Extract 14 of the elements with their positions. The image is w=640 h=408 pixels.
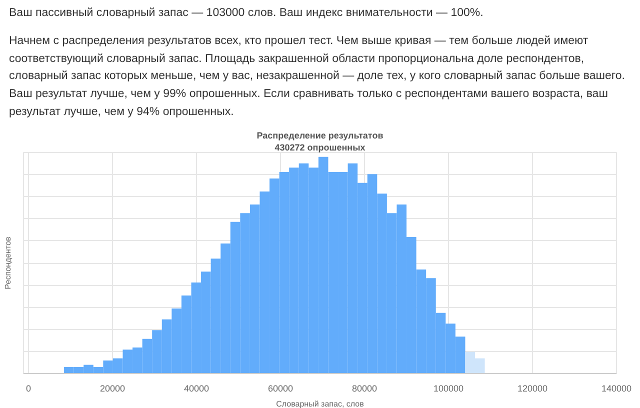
x-tick-label: 40000 — [184, 384, 210, 394]
x-tick-label: 80000 — [352, 384, 378, 394]
text: Ваш пассивный словарный запас — 103000 слов. Ваш индекс внимательности — 100%. — [9, 6, 484, 21]
y-axis-title: Респондентов — [4, 236, 12, 290]
x-tick-label: 100000 — [433, 384, 464, 394]
text: Начнем с распределения результатов всех, кто прошел тест. Чем выше кривая — тем больше людей имеют соответствующий словарный запас. Площадь закрашенной области пропорциональна доле респондентов, словарный запас которых меньше, чем у вас, незакрашенной — доле тех, у кого словарный запас больше вашего. Ваш результат лучше, чем у 99% опрошенных. Если сравнивать только с респондентами вашего возраста, ваш результат лучше, чем у 94% опрошенных. — [9, 34, 625, 120]
x-tick-label: 60000 — [268, 384, 294, 394]
chart-title: Распределение результатов — [256, 130, 384, 140]
x-tick-label: 20000 — [100, 384, 126, 394]
x-tick-label: 120000 — [517, 384, 548, 394]
x-tick-label: 140000 — [601, 384, 632, 394]
x-axis-title: Словарный запас, слов — [276, 400, 364, 408]
chart-subtitle: 430272 опрошенных — [274, 142, 366, 152]
x-tick-label: 0 — [26, 384, 32, 394]
